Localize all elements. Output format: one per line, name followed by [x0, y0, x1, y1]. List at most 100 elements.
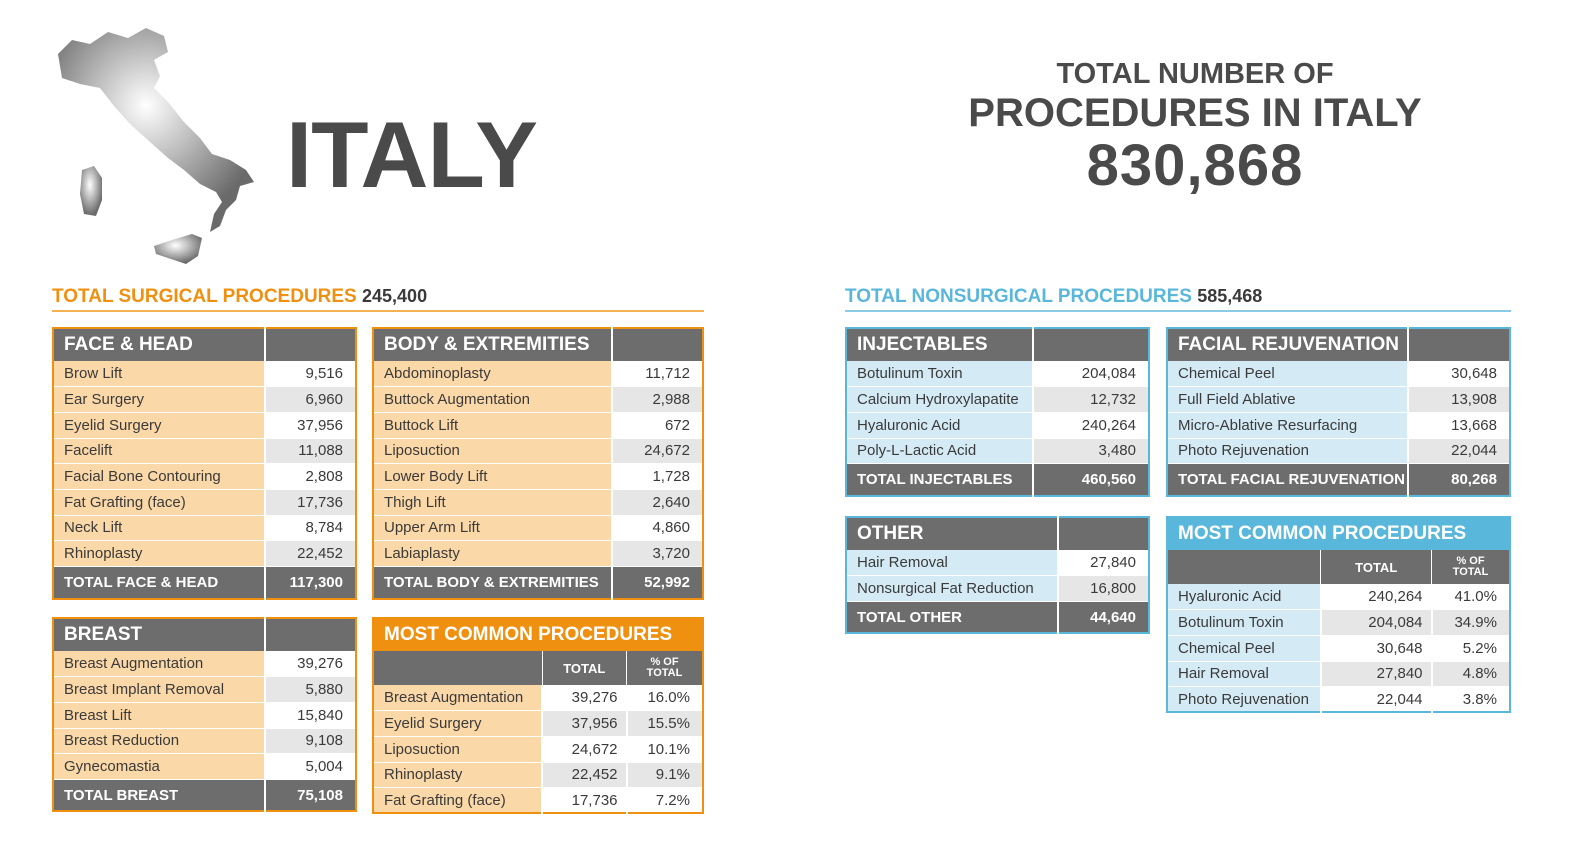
country-title: ITALY — [286, 102, 538, 207]
table-row-value: 672 — [612, 412, 703, 439]
table-row-percent: 10.1% — [625, 736, 703, 763]
table-row-percent: 34.9% — [1430, 609, 1510, 636]
table-row-label: Hyaluronic Acid — [1167, 584, 1322, 611]
table-row-label: Brow Lift — [53, 361, 267, 388]
table-title: OTHER — [846, 517, 1060, 550]
table-row-total: 22,452 — [542, 762, 627, 789]
table-row-value: 16,800 — [1058, 575, 1149, 602]
breast-table: BREAST Breast Augmentation 39,276 Breast … — [52, 617, 357, 813]
table-row-percent: 7.2% — [625, 787, 703, 814]
column-header-percent: % OF TOTAL — [626, 651, 703, 685]
table-row-total: 204,084 — [1320, 609, 1432, 636]
table-row-label: Liposuction — [373, 736, 544, 763]
table-row-label: Full Field Ablative — [1167, 386, 1410, 413]
table-row-value: 27,840 — [1058, 550, 1149, 577]
table-row-value: 240,264 — [1033, 412, 1149, 439]
table-title: BREAST — [53, 618, 267, 651]
table-row-label: Thigh Lift — [373, 489, 614, 516]
table-row-value: 5,004 — [265, 753, 356, 780]
table-total-label: TOTAL BODY & EXTREMITIES — [373, 566, 614, 599]
table-row-percent: 15.5% — [625, 710, 703, 737]
total-heading-line2: PROCEDURES IN ITALY — [968, 91, 1422, 136]
table-row-value: 9,108 — [265, 728, 356, 755]
table-row-value: 8,784 — [265, 515, 356, 542]
table-row-label: Eyelid Surgery — [373, 710, 544, 737]
table-row-label: Hair Removal — [846, 550, 1060, 577]
table-title: BODY & EXTREMITIES — [373, 328, 614, 361]
table-row-percent: 5.2% — [1430, 635, 1510, 662]
table-title: INJECTABLES — [846, 328, 1035, 361]
table-row-label: Facelift — [53, 438, 267, 465]
table-row-value: 3,720 — [612, 540, 703, 567]
other-table: OTHER Hair Removal 27,840 Nonsurgical Fat… — [845, 516, 1150, 635]
table-row-percent: 4.8% — [1430, 661, 1510, 688]
table-row-label: Facial Bone Contouring — [53, 463, 267, 490]
table-row-percent: 16.0% — [625, 685, 703, 712]
table-row-label: Chemical Peel — [1167, 635, 1322, 662]
table-row-label: Calcium Hydroxylapatite — [846, 386, 1035, 413]
surgical-section-header: TOTAL SURGICAL PROCEDURES 245,400 — [52, 286, 704, 312]
surgical-section-value: 245,400 — [362, 286, 428, 306]
table-row-total: 17,736 — [542, 787, 627, 814]
column-header-total: TOTAL — [542, 651, 628, 685]
table-row-label: Neck Lift — [53, 515, 267, 542]
table-row-label: Photo Rejuvenation — [1167, 686, 1322, 713]
table-row-total: 22,044 — [1320, 686, 1432, 713]
table-row-value: 13,908 — [1408, 386, 1510, 413]
table-title: FACE & HEAD — [53, 328, 267, 361]
table-row-value: 1,728 — [612, 463, 703, 490]
table-row-label: Buttock Augmentation — [373, 386, 614, 413]
surgical-most-common-table: MOST COMMON PROCEDURES TOTAL % OF TOTAL B… — [372, 617, 704, 815]
table-row-total: 39,276 — [542, 685, 627, 712]
table-row-label: Fat Grafting (face) — [373, 787, 544, 814]
column-header-percent-line1: % OF — [650, 656, 679, 668]
table-row-value: 37,956 — [265, 412, 356, 439]
table-total-value: 75,108 — [265, 779, 356, 812]
table-row-label: Upper Arm Lift — [373, 515, 614, 542]
nonsurgical-section-label: TOTAL NONSURGICAL PROCEDURES — [845, 286, 1192, 307]
table-row-label: Ear Surgery — [53, 386, 267, 413]
table-row-label: Gynecomastia — [53, 753, 267, 780]
table-total-label: TOTAL FACIAL REJUVENATION — [1167, 463, 1410, 496]
body-extremities-table: BODY & EXTREMITIES Abdominoplasty 11,712 … — [372, 327, 704, 600]
table-row-value: 30,648 — [1408, 361, 1510, 388]
table-row-total: 27,840 — [1320, 661, 1432, 688]
table-row-label: Hair Removal — [1167, 661, 1322, 688]
injectables-table: INJECTABLES Botulinum Toxin 204,084 Calci… — [845, 327, 1150, 497]
table-title: MOST COMMON PROCEDURES — [1167, 517, 1510, 550]
table-row-value: 24,672 — [612, 438, 703, 465]
table-row-label: Poly-L-Lactic Acid — [846, 438, 1035, 465]
table-row-value: 2,640 — [612, 489, 703, 516]
table-row-value: 2,988 — [612, 386, 703, 413]
table-row-value: 11,712 — [612, 361, 703, 388]
total-heading-line1: TOTAL NUMBER OF — [1056, 58, 1334, 90]
table-row-value: 22,044 — [1408, 438, 1510, 465]
table-row-label: Chemical Peel — [1167, 361, 1410, 388]
column-header-total: TOTAL — [1320, 550, 1433, 584]
table-total-value: 52,992 — [612, 566, 703, 599]
table-row-value: 17,736 — [265, 489, 356, 516]
table-title: FACIAL REJUVENATION — [1167, 328, 1410, 361]
table-total-label: TOTAL OTHER — [846, 601, 1060, 634]
table-row-value: 11,088 — [265, 438, 356, 465]
table-total-value: 44,640 — [1058, 601, 1149, 634]
italy-map-icon — [58, 28, 254, 264]
table-row-label: Breast Augmentation — [373, 685, 544, 712]
total-procedures-block: TOTAL NUMBER OF PROCEDURES IN ITALY 830,… — [940, 58, 1450, 197]
table-row-value: 22,452 — [265, 540, 356, 567]
column-header-percent-line1: % OF — [1456, 555, 1485, 567]
column-header-percent: % OF TOTAL — [1431, 550, 1510, 584]
table-row-label: Nonsurgical Fat Reduction — [846, 575, 1060, 602]
table-row-label: Liposuction — [373, 438, 614, 465]
table-row-value: 12,732 — [1033, 386, 1149, 413]
column-header-percent-line2: TOTAL — [646, 667, 683, 679]
table-row-label: Abdominoplasty — [373, 361, 614, 388]
table-row-label: Hyaluronic Acid — [846, 412, 1035, 439]
table-row-label: Fat Grafting (face) — [53, 489, 267, 516]
table-row-label: Breast Augmentation — [53, 651, 267, 678]
total-procedures-value: 830,868 — [1086, 133, 1304, 199]
nonsurgical-section-header: TOTAL NONSURGICAL PROCEDURES 585,468 — [845, 286, 1511, 312]
table-row-value: 204,084 — [1033, 361, 1149, 388]
table-row-label: Lower Body Lift — [373, 463, 614, 490]
table-row-percent: 9.1% — [625, 762, 703, 789]
